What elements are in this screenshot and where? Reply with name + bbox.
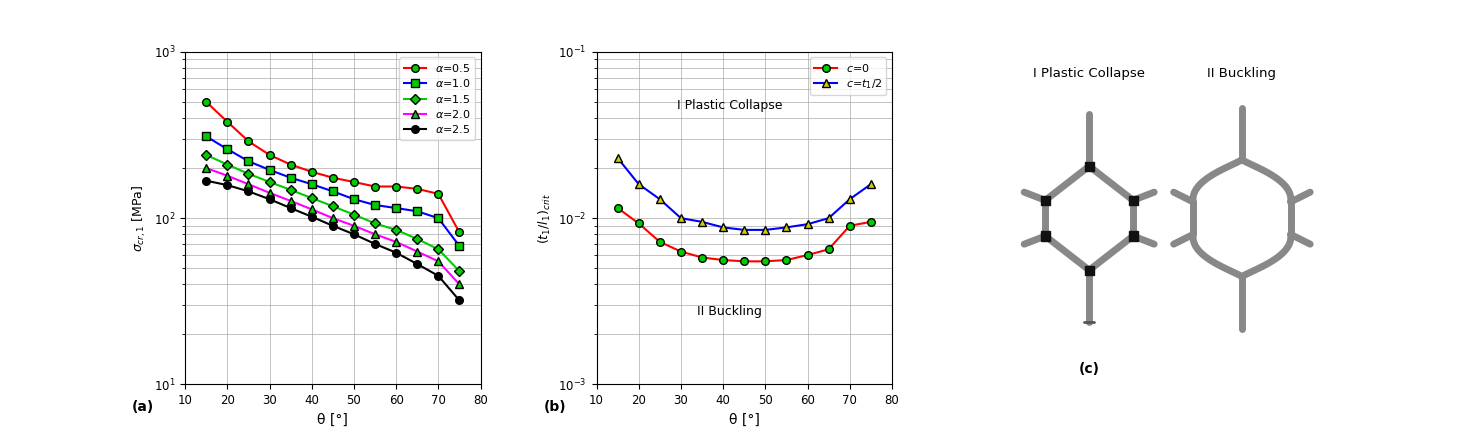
$\alpha$=0.5 [366,184,384,189]
$\alpha$=0.5 [281,162,299,167]
Text: I Plastic Collapse: I Plastic Collapse [677,98,782,111]
Text: (b): (b) [544,400,566,414]
$\alpha$=2.0 [197,165,215,171]
Line: $\alpha$=2.0: $\alpha$=2.0 [203,164,464,288]
$\alpha$=2.0 [429,259,447,264]
$\alpha$=2.5 [387,250,404,255]
Bar [1084,162,1094,171]
$\alpha$=2.0 [218,173,235,178]
$\alpha$=2.0 [450,282,468,287]
$\alpha$=1.5 [240,171,258,176]
$\alpha$=1.0 [261,167,278,172]
$\alpha$=2.5 [281,206,299,211]
$\alpha$=1.5 [302,196,320,201]
$\alpha$=2.5 [240,189,258,194]
$\alpha$=2.0 [261,190,278,195]
$\alpha$=2.0 [302,207,320,212]
$\alpha$=1.5 [429,247,447,252]
$\alpha$=1.0 [366,203,384,208]
$\alpha$=1.0 [324,189,342,194]
Line: $\alpha$=2.5: $\alpha$=2.5 [203,177,464,304]
$\alpha$=0.5 [409,186,427,191]
$\alpha$=1.5 [366,221,384,226]
$\alpha$=1.0 [409,209,427,214]
$\alpha$=2.0 [281,198,299,203]
Text: II Buckling: II Buckling [698,305,761,318]
$\alpha$=2.0 [324,216,342,221]
$\alpha$=1.5 [450,269,468,274]
$\alpha$=1.0 [197,134,215,139]
$\alpha$=2.5 [409,261,427,267]
$\alpha$=1.5 [324,203,342,209]
Bar [1084,266,1094,275]
$\alpha$=2.0 [366,232,384,237]
Bar [1129,232,1137,241]
$\alpha$=1.0 [450,243,468,248]
Line: $\alpha$=0.5: $\alpha$=0.5 [203,98,464,236]
$\alpha$=2.5 [429,273,447,279]
$\alpha$=2.5 [366,241,384,247]
$\alpha$=0.5 [387,184,404,189]
Text: (c): (c) [1078,362,1100,376]
$\alpha$=2.5 [218,183,235,188]
$\alpha$=1.5 [261,179,278,184]
$\alpha$=0.5 [302,169,320,175]
$\alpha$=2.0 [387,239,404,245]
$\alpha$=2.0 [409,249,427,254]
Bar [1129,196,1137,205]
Y-axis label: $\sigma_{cr,1}$ [MPa]: $\sigma_{cr,1}$ [MPa] [130,184,148,252]
$\alpha$=1.0 [281,175,299,180]
X-axis label: θ [°]: θ [°] [729,413,760,427]
$\alpha$=1.0 [302,181,320,187]
Text: II Buckling: II Buckling [1207,67,1277,80]
$\alpha$=0.5 [261,152,278,158]
$\alpha$=1.5 [281,187,299,192]
$\alpha$=1.0 [345,197,363,202]
$\alpha$=1.5 [409,236,427,241]
$\alpha$=1.5 [218,162,235,167]
$\alpha$=2.5 [197,178,215,183]
Y-axis label: $(t_1/l_1)_{crit}$: $(t_1/l_1)_{crit}$ [536,193,552,244]
$\alpha$=2.5 [261,197,278,202]
$\alpha$=1.0 [240,159,258,164]
$\alpha$=2.5 [345,232,363,237]
$\alpha$=1.5 [345,212,363,217]
$\alpha$=1.5 [387,227,404,232]
$\alpha$=1.0 [387,206,404,211]
$\alpha$=0.5 [345,179,363,184]
Bar [1041,196,1050,205]
$\alpha$=1.0 [429,216,447,221]
$\alpha$=2.5 [302,214,320,219]
X-axis label: θ [°]: θ [°] [317,413,348,427]
$\alpha$=0.5 [324,175,342,180]
$\alpha$=0.5 [429,191,447,197]
$\alpha$=1.5 [197,152,215,158]
Legend: $c$=0, $c$=$t_1$/2: $c$=0, $c$=$t_1$/2 [810,57,887,95]
$\alpha$=0.5 [197,99,215,105]
Legend: $\alpha$=0.5, $\alpha$=1.0, $\alpha$=1.5, $\alpha$=2.0, $\alpha$=2.5: $\alpha$=0.5, $\alpha$=1.0, $\alpha$=1.5… [400,57,475,140]
$\alpha$=2.5 [324,223,342,229]
Line: $\alpha$=1.5: $\alpha$=1.5 [203,151,464,275]
Text: I Plastic Collapse: I Plastic Collapse [1034,67,1145,80]
$\alpha$=2.0 [240,181,258,187]
$\alpha$=0.5 [450,230,468,235]
Line: $\alpha$=1.0: $\alpha$=1.0 [203,133,464,250]
Text: (a): (a) [132,400,154,414]
Bar [1041,232,1050,241]
$\alpha$=1.0 [218,146,235,152]
$\alpha$=0.5 [240,139,258,144]
$\alpha$=0.5 [218,119,235,124]
$\alpha$=2.0 [345,223,363,229]
$\alpha$=2.5 [450,298,468,303]
